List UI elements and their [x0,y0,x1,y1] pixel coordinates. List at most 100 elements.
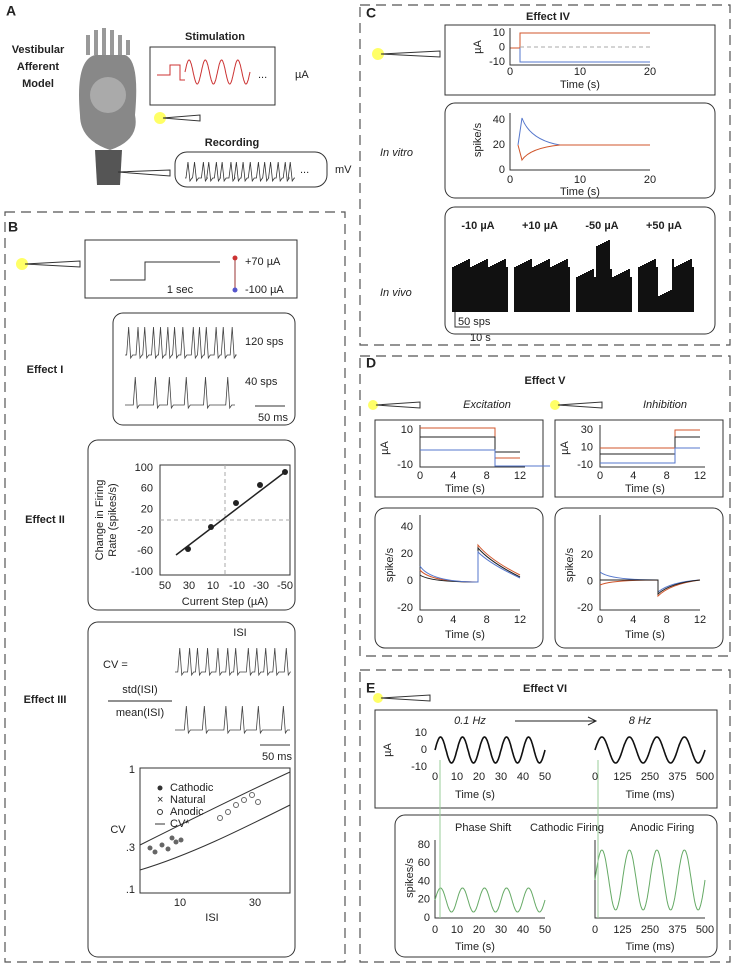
electrode [162,114,201,122]
hist-bar [454,266,456,312]
hist-bar [650,261,652,312]
step-label: +70 µA [245,256,281,268]
x-label: Current Step (µA) [182,596,268,608]
stim-box [444,24,716,96]
y-tick-label: -60 [137,545,153,557]
legend: Cathodic × Natural Anodic CV* [155,782,214,830]
x-tick-label: 8 [484,614,490,626]
annotation: Anodic Firing [630,822,694,834]
x-tick-label: -50 [277,580,293,592]
x-tick-label: 0 [597,470,603,482]
y-label: µA [382,743,394,757]
electrode-tip [16,258,28,270]
hist-bar [552,266,554,312]
hist-bar [610,269,612,312]
hist-bar [480,262,482,312]
hist-bar [606,241,608,312]
y-tick-label: 40 [418,875,430,887]
x-label: Time (s) [455,941,495,953]
panel-label: A [6,3,16,19]
ellipsis: ... [258,69,267,81]
condition-label: +10 µA [522,220,558,232]
x-tick-label: 40 [517,924,529,936]
electrode-tip [154,112,166,124]
hist-bar [664,293,666,312]
hist-bar [546,260,548,312]
hist-bar [536,265,538,312]
y-tick-label: 10 [415,727,427,739]
hist-bar [614,276,616,312]
hist-bar [684,262,686,312]
scale-label: 10 s [470,332,491,344]
hist-bar [602,243,604,312]
hist-bar [534,266,536,312]
hist-bar [666,292,668,312]
hist-bar [520,264,522,312]
y-label: spike/s [472,122,484,157]
x-label: Time (s) [625,629,665,641]
hist-bar [598,245,600,312]
hist-bar [648,262,650,312]
x-label: Time (ms) [625,789,674,801]
resp-box [554,507,724,649]
panel-label: B [8,219,18,235]
step-label: -100 µA [245,284,284,296]
hist-bar [618,274,620,312]
time-scale: 1 sec [167,284,194,296]
hist-bar [658,296,660,312]
hist-bar [676,266,678,312]
y-label: Rate (spikes/s) [107,483,119,556]
spike-trace [125,376,235,410]
hist-bar [502,260,504,312]
hist-bar [494,264,496,312]
hist-bar [568,267,570,312]
hist-bar [682,263,684,312]
hist-bar [668,291,670,312]
hist-bar [654,259,656,312]
hist-bar [600,244,602,312]
y-tick-label: -20 [397,602,413,614]
hist-bar [592,269,594,312]
y-tick-label: -20 [577,602,593,614]
x-tick-label: 40 [517,771,529,783]
hist-bar [562,261,564,312]
hist-bar [518,265,520,312]
y-tick-label: -10 [489,56,505,68]
y-tick-label: 20 [493,139,505,151]
hist-bar [474,265,476,312]
hist-bar [678,265,680,312]
hist-bar [620,273,622,312]
model-label: Afferent [17,61,60,73]
hist-bar [644,264,646,312]
x-tick-label: 4 [630,470,636,482]
hist-bar [558,263,560,312]
data-points [185,469,288,552]
hist-bar [652,260,654,312]
stim-box [374,419,544,498]
hist-bar [588,271,590,312]
y-tick-label: -100 [131,566,153,578]
x-tick-label: 10 [574,66,586,78]
hist-bar [672,259,674,312]
x-label: Time (s) [625,483,665,495]
hist-bar [528,260,530,312]
plot-area [139,767,291,894]
hist-bar [542,262,544,312]
x-tick-label: 10 [574,174,586,186]
scale-label: 50 sps [458,316,491,328]
condition-label: +50 µA [646,220,682,232]
hist-bar [680,264,682,312]
hist-bar [478,263,480,312]
y-tick-label: 0 [424,912,430,924]
data-points [147,835,184,855]
stimulation-title: Stimulation [185,31,245,43]
panel-label: D [366,355,376,371]
ellipsis: ... [300,164,309,176]
y-tick-label: 20 [141,504,153,516]
y-tick-label: 0 [407,575,413,587]
effect-title: Effect III [24,694,67,706]
hist-bar [596,246,598,312]
hist-bar [458,264,460,312]
x-tick-label: 500 [696,924,714,936]
freq-label: 8 Hz [629,715,652,727]
